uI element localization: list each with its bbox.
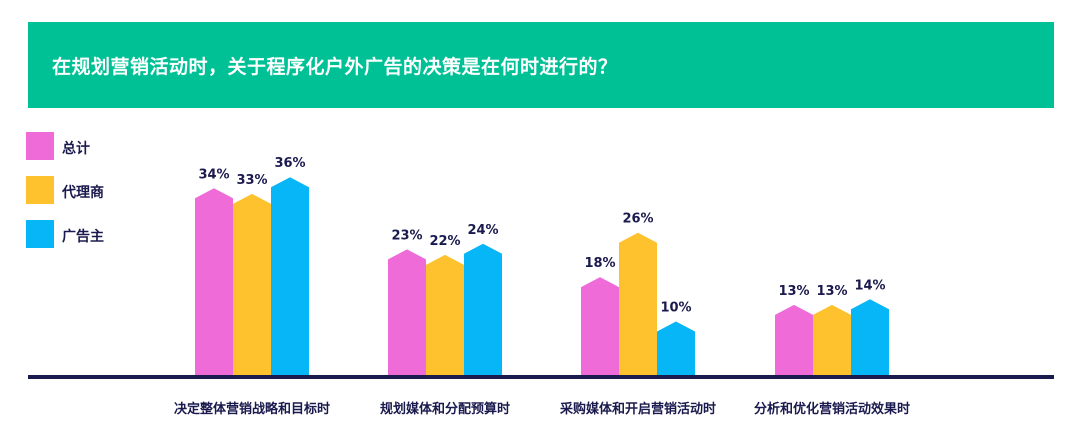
bar-1-0 [388, 249, 426, 377]
data-label-2-1: 26% [622, 212, 653, 227]
data-label-3-1: 13% [816, 284, 847, 299]
bar-0-1 [233, 193, 271, 377]
bar-1-1 [426, 254, 464, 377]
bar-2-2 [657, 321, 695, 377]
category-label-1: 规划媒体和分配预算时 [380, 401, 510, 417]
legend-label-agency: 代理商 [62, 185, 104, 201]
data-label-0-0: 34% [198, 167, 229, 182]
data-label-0-2: 36% [274, 156, 305, 171]
data-label-1-0: 23% [391, 228, 422, 243]
data-label-2-2: 10% [660, 301, 691, 316]
data-label-3-0: 13% [778, 284, 809, 299]
bar-3-1 [813, 304, 851, 377]
title-banner: 在规划营销活动时，关于程序化户外广告的决策是在何时进行的？ [28, 22, 1054, 108]
chart-title: 在规划营销活动时，关于程序化户外广告的决策是在何时进行的？ [52, 56, 618, 78]
data-label-0-1: 33% [236, 173, 267, 188]
category-label-0: 决定整体营销战略和目标时 [174, 401, 330, 417]
bar-3-2 [851, 299, 889, 377]
bar-0-0 [195, 188, 233, 377]
bar-0-2 [271, 177, 309, 377]
category-label-3: 分析和优化营销活动效果时 [754, 401, 910, 417]
bar-2-0 [581, 277, 619, 377]
data-label-2-0: 18% [584, 256, 615, 271]
legend-item-total: 总计 [26, 132, 166, 162]
x-axis-line [28, 375, 1054, 379]
legend-label-total: 总计 [62, 141, 90, 157]
legend-swatch-total [26, 132, 54, 160]
category-label-2: 采购媒体和开启营销活动时 [559, 401, 716, 417]
legend-label-advertiser: 广告主 [62, 229, 104, 245]
bar-1-2 [464, 243, 502, 377]
legend-swatch-advertiser [26, 220, 54, 248]
legend-item-agency: 代理商 [26, 176, 166, 206]
legend-swatch-agency [26, 176, 54, 204]
legend-item-advertiser: 广告主 [26, 220, 166, 250]
data-label-3-2: 14% [854, 278, 885, 293]
bar-2-1 [619, 232, 657, 377]
data-label-1-1: 22% [429, 234, 460, 249]
data-label-1-2: 24% [467, 223, 498, 238]
bar-3-0 [775, 304, 813, 377]
